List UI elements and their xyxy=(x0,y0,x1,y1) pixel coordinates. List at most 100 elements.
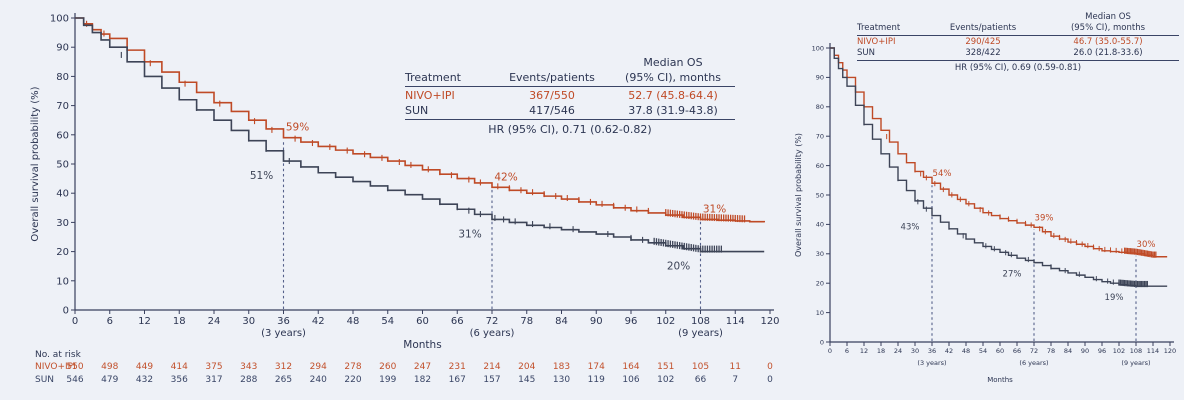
y-tick-label: 50 xyxy=(56,160,69,171)
at-risk-value: 145 xyxy=(518,375,535,385)
at-risk-value: 130 xyxy=(553,375,570,385)
x-axis-title: Months xyxy=(403,339,441,351)
at-risk-value: 0 xyxy=(767,362,773,372)
y-tick-label: 10 xyxy=(56,276,69,287)
y-tick-label: 60 xyxy=(56,130,69,141)
x-tick-label: 36 xyxy=(928,347,936,355)
x-tick-label: 108 xyxy=(1130,347,1142,355)
percent-label-108-sun: 19% xyxy=(1105,293,1124,303)
x-tick-label: 90 xyxy=(1081,347,1089,355)
col-events: Events/patients xyxy=(509,71,595,84)
at-risk-value: 11 xyxy=(730,362,741,372)
y-tick-label: 80 xyxy=(56,72,69,83)
at-risk-value: 174 xyxy=(588,362,605,372)
year-mark-label: (6 years) xyxy=(1019,359,1048,367)
at-risk-value: 317 xyxy=(205,375,222,385)
y-tick-label: 40 xyxy=(816,221,824,229)
y-tick-label: 30 xyxy=(816,250,824,258)
hazard-ratio: HR (95% CI), 0.71 (0.62-0.82) xyxy=(488,123,652,136)
x-tick-label: 102 xyxy=(656,316,675,327)
y-tick-label: 0 xyxy=(820,338,824,346)
at-risk-value: 449 xyxy=(136,362,153,372)
milestone-lines xyxy=(931,185,1137,341)
at-risk-value: 375 xyxy=(205,362,222,372)
table-row-sun: SUN 328/422 26.0 (21.8-33.6) xyxy=(857,48,1143,58)
at-risk-value: 182 xyxy=(414,375,431,385)
at-risk-value: 240 xyxy=(310,375,327,385)
at-risk-value: 167 xyxy=(449,375,466,385)
x-tick-label: 48 xyxy=(347,316,360,327)
table-header-top: Median OS xyxy=(857,12,1179,23)
at-risk-value: 105 xyxy=(692,362,709,372)
at-risk-value: 288 xyxy=(240,375,257,385)
x-tick-label: 108 xyxy=(691,316,710,327)
y-tick-label: 70 xyxy=(816,132,824,140)
year-mark-label: (9 years) xyxy=(678,328,723,339)
at-risk-value: 414 xyxy=(171,362,188,372)
median-os-header: Median OS xyxy=(643,56,703,69)
x-tick-label: 6 xyxy=(107,316,113,327)
percent-label-72-sun: 31% xyxy=(458,228,481,240)
axes: 0 10 20 30 40 50 60 70 80 90 100 0 6 12 18 24 30 36 42 48 54… xyxy=(30,13,780,351)
censor-ticks xyxy=(855,87,1157,258)
at-risk-value: 106 xyxy=(622,375,639,385)
at-risk-value: 479 xyxy=(101,375,118,385)
y-tick-label: 30 xyxy=(56,218,69,229)
os-table-left: Median OS Treatment Events/patients (95%… xyxy=(405,55,735,137)
x-tick-label: 84 xyxy=(1064,347,1072,355)
y-tick-label: 60 xyxy=(816,162,824,170)
at-risk-value: 546 xyxy=(66,375,83,385)
at-risk-value: 0 xyxy=(767,375,773,385)
x-tick-label: 30 xyxy=(911,347,919,355)
col-treatment: Treatment xyxy=(405,71,461,84)
col-treatment: Treatment xyxy=(857,23,901,33)
at-risk-value: 265 xyxy=(275,375,292,385)
x-tick-label: 84 xyxy=(555,316,568,327)
percent-label-36-nivo+ipi: 59% xyxy=(286,122,309,134)
x-tick-label: 114 xyxy=(726,316,745,327)
y-tick-label: 70 xyxy=(56,101,69,112)
percent-label-72-nivo+ipi: 39% xyxy=(1035,213,1054,223)
os-table-right: Median OS Treatment Events/patients (95%… xyxy=(857,12,1179,74)
at-risk-value: 231 xyxy=(449,362,466,372)
x-tick-label: 42 xyxy=(312,316,325,327)
percent-label-36-sun: 43% xyxy=(901,223,920,233)
at-risk-value: 294 xyxy=(310,362,327,372)
at-risk-value: 204 xyxy=(518,362,535,372)
y-tick-label: 80 xyxy=(816,103,824,111)
x-tick-label: 60 xyxy=(996,347,1004,355)
year-mark-label: (6 years) xyxy=(470,328,515,339)
table-header-top: Median OS xyxy=(405,55,735,70)
milestone-lines xyxy=(282,139,702,309)
table-row-nivo: NIVO+IPI 367/550 52.7 (45.8-64.4) xyxy=(405,89,718,102)
at-risk-value: 151 xyxy=(657,362,674,372)
y-tick-label: 100 xyxy=(50,14,69,25)
footer-rule xyxy=(857,60,1179,61)
year-mark-label: (3 years) xyxy=(917,359,946,367)
percent-label-108-nivo+ipi: 31% xyxy=(703,203,726,215)
percent-label-72-nivo+ipi: 42% xyxy=(494,171,517,183)
x-tick-label: 54 xyxy=(381,316,394,327)
y-tick-label: 50 xyxy=(816,191,824,199)
table-header: Treatment Events/patients (95% CI), mont… xyxy=(405,70,735,85)
x-tick-label: 66 xyxy=(1013,347,1021,355)
y-tick-label: 20 xyxy=(816,279,824,287)
x-tick-label: 54 xyxy=(979,347,987,355)
x-tick-label: 78 xyxy=(1047,347,1055,355)
sun-curve-group xyxy=(75,17,765,253)
x-tick-label: 24 xyxy=(208,316,221,327)
at-risk-value: 164 xyxy=(622,362,639,372)
at-risk-row-name: SUN xyxy=(35,375,54,385)
at-risk-row-name: NIVO+IPI xyxy=(35,362,76,372)
at-risk-value: 260 xyxy=(379,362,396,372)
at-risk-value: 157 xyxy=(483,375,500,385)
col-median-ci: (95% CI), months xyxy=(1070,23,1146,33)
footer-rule xyxy=(405,119,735,120)
percent-labels: 59% 51% 42% 31% 31% 20% xyxy=(250,122,726,273)
y-tick-label: 90 xyxy=(56,43,69,54)
y-axis-title: Overall survival probability (%) xyxy=(794,133,803,257)
x-tick-label: 66 xyxy=(451,316,464,327)
